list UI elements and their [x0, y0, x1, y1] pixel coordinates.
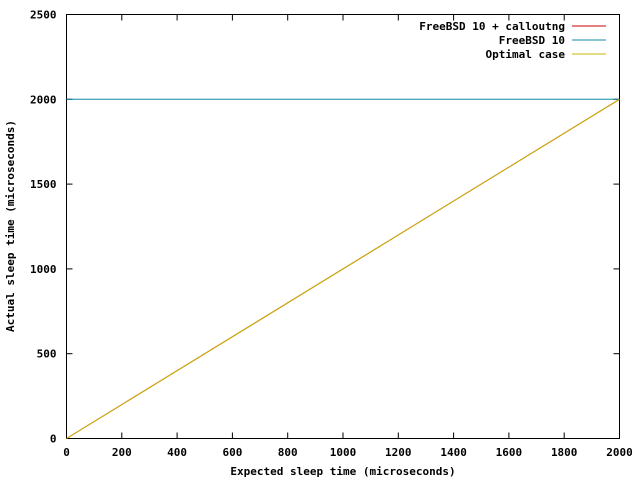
- x-tick-label: 200: [112, 446, 132, 459]
- x-tick-label: 1200: [385, 446, 412, 459]
- legend-label: FreeBSD 10: [499, 34, 565, 47]
- x-axis-label: Expected sleep time (microseconds): [230, 465, 455, 478]
- y-tick-label: 1500: [30, 178, 57, 191]
- legend-label: Optimal case: [486, 48, 566, 61]
- y-tick-label: 2000: [30, 93, 57, 106]
- legend-label: FreeBSD 10 + calloutng: [419, 20, 565, 33]
- ticks: [66, 14, 620, 439]
- x-tick-label: 1400: [440, 446, 467, 459]
- y-tick-label: 1000: [30, 263, 57, 276]
- x-tick-label: 1800: [551, 446, 578, 459]
- series: [66, 98, 620, 439]
- x-tick-label: 0: [63, 446, 70, 459]
- x-tick-label: 400: [167, 446, 187, 459]
- x-tick-label: 600: [222, 446, 242, 459]
- y-tick-label: 500: [37, 348, 57, 361]
- y-tick-label: 2500: [30, 9, 57, 22]
- y-tick-label: 0: [50, 433, 57, 446]
- y-axis-label: Actual sleep time (microseconds): [4, 120, 17, 332]
- x-tick-label: 1600: [496, 446, 523, 459]
- series-line-2: [66, 98, 620, 439]
- tick-labels: 0 200 400 600 800 1000 1200 1400 1600 1800 2000 0 50…: [30, 9, 633, 460]
- x-tick-label: 2000: [606, 446, 633, 459]
- x-tick-label: 1000: [330, 446, 357, 459]
- plot-area: [66, 14, 620, 439]
- x-tick-label: 800: [278, 446, 298, 459]
